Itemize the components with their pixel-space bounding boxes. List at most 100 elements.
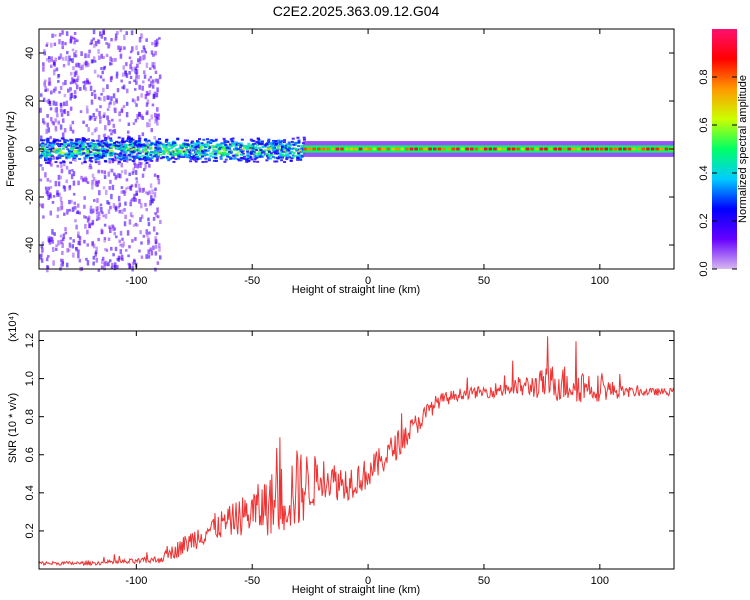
spectrogram-cell <box>126 138 130 141</box>
spectrogram-cell <box>119 249 123 255</box>
spectrogram-cell <box>80 142 84 145</box>
spectrogram-cell <box>298 158 302 161</box>
spectrogram-cell <box>78 258 82 263</box>
spectrogram-cell <box>72 171 76 177</box>
spectrogram-cell <box>52 140 56 143</box>
spectrogram-cell <box>261 154 265 157</box>
spectrogram-cell <box>179 149 183 152</box>
spectrogram-cell <box>70 147 74 150</box>
spectrogram-cell <box>103 96 106 102</box>
spectrogram-cell <box>257 138 261 141</box>
spectrogram-cell <box>128 71 131 75</box>
spectrogram-cell <box>228 143 232 146</box>
spectrogram-cell <box>113 227 117 231</box>
spectrogram-cell <box>92 177 96 181</box>
spectrogram-cell <box>106 95 109 100</box>
spectrogram-cell <box>73 37 77 43</box>
spectrogram-cell <box>97 160 101 166</box>
spectrogram-cell <box>599 147 604 151</box>
spectrogram-cell <box>86 243 89 247</box>
spectrogram-cell <box>72 145 76 149</box>
spectrogram-cell <box>147 146 151 149</box>
spectrogram-cell <box>53 61 56 67</box>
spectrogram-cell <box>94 179 98 186</box>
spectrogram-cell <box>144 149 148 152</box>
colorbar-tick-label: 0.0 <box>698 261 710 276</box>
spectrogram-cell <box>95 246 98 252</box>
spectrogram-cell <box>42 144 46 148</box>
spectrogram-cell <box>165 155 169 158</box>
spectrogram-cell <box>156 87 159 93</box>
spectrogram-cell <box>90 39 94 45</box>
spectrogram-cell <box>113 231 117 236</box>
spectrogram-x-tick: 50 <box>478 29 490 287</box>
spectrogram-cell <box>53 42 57 47</box>
spectrogram-cell <box>100 206 103 213</box>
spectrogram-cell <box>286 145 290 148</box>
spectrogram-cell <box>156 145 160 148</box>
spectrogram-cell <box>271 141 275 144</box>
spectrogram-cell <box>216 143 220 146</box>
spectrogram-cell <box>68 242 72 248</box>
spectrogram-cell <box>47 238 51 243</box>
spectrogram-cell <box>107 209 111 214</box>
spectrogram-cell <box>143 150 147 153</box>
spectrogram-cell <box>192 149 196 152</box>
spectrogram-cell <box>296 158 300 161</box>
spectrogram-cell <box>119 158 123 161</box>
spectrogram-cell <box>49 236 52 242</box>
spectrogram-cell <box>220 145 224 148</box>
spectrogram-cell <box>154 143 158 146</box>
spectrogram-cell <box>70 35 73 39</box>
spectrogram-cell <box>64 79 67 86</box>
spectrogram-cell <box>273 156 277 159</box>
spectrogram-cell <box>107 102 111 108</box>
spectrogram-cell <box>75 224 78 230</box>
spectrogram-cell <box>294 155 298 158</box>
spectrogram-cell <box>39 156 43 159</box>
spectrogram-cell <box>157 147 161 150</box>
spectrogram-cell <box>65 179 68 184</box>
spectrogram-cell <box>152 198 156 201</box>
spectrogram-cell <box>77 231 80 237</box>
spectrogram-cell <box>102 141 106 144</box>
spectrogram-cell <box>128 155 132 158</box>
spectrogram-cell <box>270 153 274 156</box>
spectrogram-cell <box>125 101 129 106</box>
colorbar-tick: 0.4 <box>698 165 737 181</box>
spectrogram-cell <box>232 142 236 145</box>
spectrogram-cell <box>118 111 121 117</box>
spectrogram-cell <box>97 206 100 210</box>
spectrogram-cell <box>130 30 134 36</box>
spectrogram-cell <box>234 141 238 144</box>
spectrogram-cell <box>101 256 105 261</box>
spectrogram-cell <box>154 244 158 249</box>
spectrogram-cell <box>65 165 69 170</box>
spectrogram-cell <box>87 53 90 58</box>
spectrogram-cell <box>135 141 139 144</box>
spectrogram-cell <box>101 154 105 157</box>
spectrogram-cell <box>54 57 58 62</box>
spectrogram-cell <box>258 155 262 158</box>
spectrogram-cell <box>507 147 511 151</box>
spectrogram-cell <box>115 140 119 143</box>
spectrogram-cell <box>276 157 280 160</box>
spectrogram-cell <box>149 146 153 149</box>
spectrogram-cell <box>300 151 304 154</box>
spectrogram-cell <box>231 142 235 145</box>
spectrogram-cell <box>227 147 231 150</box>
spectrogram-cell <box>41 203 45 209</box>
spectrogram-cell <box>63 101 66 107</box>
spectrogram-cell <box>72 192 76 196</box>
spectrogram-cell <box>39 178 43 182</box>
spectrogram-cell <box>284 151 288 154</box>
spectrogram-cell <box>88 49 91 54</box>
spectrogram-cell <box>129 145 133 148</box>
spectrogram-cell <box>120 186 124 189</box>
spectrogram-cell <box>119 230 123 236</box>
spectrogram-cell <box>650 147 655 151</box>
spectrogram-cell <box>147 249 150 255</box>
spectrogram-cell <box>135 72 138 78</box>
spectrogram-cell <box>154 43 157 48</box>
spectrogram-cell <box>64 154 68 157</box>
